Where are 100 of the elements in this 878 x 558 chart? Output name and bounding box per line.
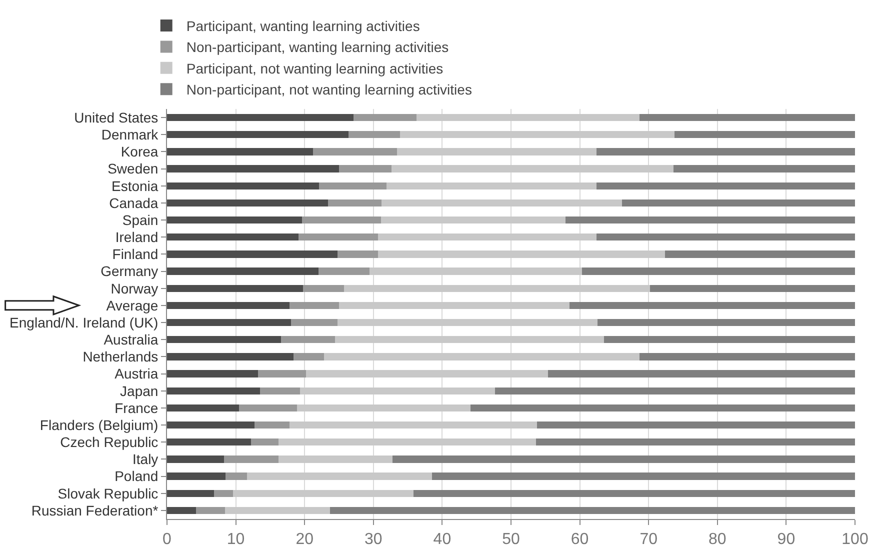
- bar: [432, 472, 855, 480]
- bar: [225, 472, 247, 480]
- bar: [604, 336, 855, 344]
- y-tick-label: England/N. Ireland (UK): [10, 314, 158, 330]
- bar: [582, 268, 855, 275]
- bar: [258, 370, 306, 378]
- bar: [324, 353, 640, 360]
- bar: [344, 284, 650, 292]
- bar: [674, 131, 855, 138]
- bar: [382, 199, 622, 207]
- bar: [548, 370, 855, 378]
- bar: [167, 404, 240, 412]
- y-tick-label: France: [114, 400, 158, 416]
- bar: [665, 250, 855, 258]
- y-tick-label: Norway: [110, 280, 158, 296]
- bar: [167, 165, 339, 172]
- bar: [254, 421, 290, 429]
- bar: [495, 387, 855, 394]
- bar: [536, 438, 855, 446]
- bar: [339, 302, 570, 310]
- bar: [290, 318, 338, 326]
- bar: [596, 182, 855, 190]
- y-tick-label: Slovak Republic: [58, 485, 158, 502]
- y-tick-label: Italy: [132, 451, 158, 468]
- y-tick-label: Japan: [120, 382, 158, 399]
- bar: [224, 456, 278, 463]
- bar: [167, 131, 349, 138]
- bar: [537, 421, 855, 429]
- x-tick-label: 60: [570, 531, 589, 548]
- bar: [167, 199, 328, 207]
- bar: [167, 336, 282, 344]
- y-tick-label: Australia: [104, 332, 158, 348]
- bar: [167, 490, 214, 497]
- x-tick-label: 80: [708, 531, 726, 548]
- x-tick-label: 100: [842, 531, 868, 548]
- bar: [167, 353, 294, 360]
- bar: [260, 387, 300, 394]
- x-tick-label: 10: [226, 531, 245, 548]
- x-tick-label: 30: [364, 531, 382, 548]
- bar: [369, 268, 582, 275]
- legend-label: Non-participant, not wanting learning activities: [186, 82, 472, 98]
- bar: [167, 302, 290, 310]
- bar: [391, 165, 674, 172]
- bar: [214, 490, 234, 497]
- bar: [224, 506, 330, 514]
- bar: [239, 404, 298, 412]
- bar: [378, 250, 666, 258]
- bar: [318, 268, 370, 275]
- y-tick-label: Finland: [112, 246, 158, 262]
- bar: [330, 506, 855, 514]
- bar: [167, 250, 338, 258]
- bar: [400, 131, 675, 138]
- legend-label: Participant, not wanting learning activities: [186, 60, 444, 76]
- bar: [569, 302, 855, 310]
- bar: [339, 165, 392, 172]
- y-tick-label: Spain: [122, 212, 158, 228]
- bar: [640, 114, 855, 122]
- bar: [380, 216, 566, 224]
- bar: [596, 234, 855, 241]
- bar: [278, 456, 393, 463]
- bar: [167, 284, 304, 292]
- y-tick-label: Estonia: [111, 178, 158, 194]
- bar: [281, 336, 335, 344]
- bar: [303, 284, 344, 292]
- bar: [250, 438, 278, 446]
- bar: [386, 182, 596, 190]
- bar: [167, 234, 298, 241]
- y-tick-label: Poland: [114, 468, 158, 484]
- bar: [334, 336, 604, 344]
- bar: [319, 182, 386, 190]
- y-tick-label: Average: [106, 297, 158, 314]
- x-tick-label: 50: [502, 531, 520, 548]
- y-tick-label: Czech Republic: [60, 434, 158, 450]
- bar: [167, 114, 354, 122]
- bar: [167, 216, 302, 224]
- bar: [392, 456, 855, 463]
- bar: [167, 506, 196, 514]
- bar: [167, 370, 258, 378]
- y-tick-label: Canada: [109, 194, 158, 211]
- y-tick-label: United States: [74, 109, 158, 126]
- bar: [167, 148, 313, 156]
- y-tick-label: Flanders (Belgium): [40, 416, 158, 433]
- bar: [167, 387, 260, 394]
- y-tick-label: Sweden: [108, 160, 158, 177]
- bar: [348, 131, 400, 138]
- bar: [302, 216, 381, 224]
- bar: [167, 456, 224, 463]
- legend-label: Participant, wanting learning activities: [186, 18, 420, 34]
- bar: [673, 165, 855, 172]
- x-tick-label: 20: [296, 531, 314, 548]
- bar: [338, 250, 378, 258]
- y-tick-label: Germany: [100, 263, 158, 280]
- bar: [470, 404, 855, 412]
- bar: [413, 490, 855, 497]
- bar: [312, 148, 397, 156]
- bar: [416, 114, 640, 122]
- bar: [289, 421, 538, 429]
- bar: [596, 148, 855, 156]
- bar: [565, 216, 855, 224]
- bar: [298, 234, 378, 241]
